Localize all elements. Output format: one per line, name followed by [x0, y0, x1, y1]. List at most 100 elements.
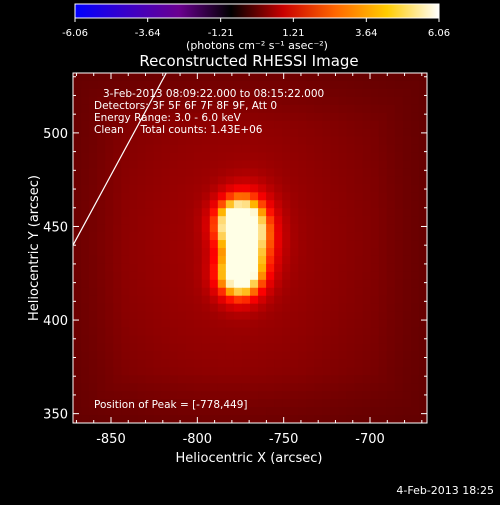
heatmap-pixel [225, 303, 235, 313]
heatmap-pixel [105, 136, 114, 146]
heatmap-pixel [121, 96, 130, 106]
heatmap-pixel [394, 120, 404, 130]
heatmap-pixel [225, 88, 235, 98]
heatmap-pixel [354, 144, 364, 154]
heatmap-pixel [193, 311, 203, 321]
heatmap-pixel [217, 263, 227, 273]
heatmap-pixel [193, 208, 203, 217]
heatmap-pixel [346, 375, 356, 384]
heatmap-pixel [209, 263, 219, 273]
heatmap-pixel [129, 335, 138, 345]
heatmap-pixel [370, 367, 380, 376]
heatmap-pixel [225, 263, 235, 273]
heatmap-pixel [105, 104, 114, 114]
heatmap-pixel [89, 287, 98, 297]
heatmap-pixel [185, 216, 195, 225]
heatmap-pixel [233, 224, 243, 233]
heatmap-pixel [322, 192, 332, 201]
heatmap-pixel [177, 351, 187, 360]
heatmap-pixel [402, 327, 412, 337]
heatmap-pixel [370, 104, 380, 114]
heatmap-pixel [121, 335, 130, 345]
heatmap-pixel [338, 263, 348, 273]
heatmap-pixel [217, 311, 227, 321]
heatmap-pixel [137, 128, 147, 138]
heatmap-pixel [233, 128, 243, 138]
heatmap-pixel [177, 327, 187, 337]
heatmap-pixel [241, 184, 251, 193]
heatmap-pixel [105, 200, 114, 209]
heatmap-pixel [322, 343, 332, 352]
heatmap-pixel [282, 96, 291, 106]
heatmap-pixel [314, 200, 324, 209]
heatmap-pixel [258, 407, 267, 416]
heatmap-pixel [338, 120, 348, 130]
heatmap-pixel [217, 383, 227, 392]
colorbar-unit-label: (photons cm⁻² s⁻¹ asec⁻²) [186, 39, 328, 52]
heatmap-pixel [233, 287, 243, 297]
heatmap-pixel [241, 311, 251, 321]
heatmap-pixel [386, 208, 396, 217]
heatmap-pixel [225, 271, 235, 281]
heatmap-pixel [241, 263, 251, 273]
heatmap-pixel [217, 80, 227, 90]
heatmap-pixel [137, 319, 147, 329]
heatmap-pixel [73, 160, 82, 170]
heatmap-pixel [89, 192, 98, 201]
heatmap-pixel [338, 295, 348, 305]
heatmap-pixel [282, 391, 291, 400]
heatmap-pixel [73, 152, 82, 162]
heatmap-pixel [81, 184, 90, 193]
heatmap-pixel [362, 192, 372, 201]
heatmap-pixel [209, 128, 219, 138]
heatmap-pixel [105, 375, 114, 384]
heatmap-pixel [177, 88, 187, 98]
heatmap-pixel [113, 104, 122, 114]
heatmap-pixel [241, 176, 251, 185]
heatmap-pixel [282, 224, 291, 233]
heatmap-pixel [193, 327, 203, 337]
heatmap-pixel [378, 351, 388, 360]
heatmap-pixel [298, 287, 307, 297]
heatmap-pixel [274, 295, 283, 305]
heatmap-pixel [241, 375, 251, 384]
heatmap-pixel [354, 287, 364, 297]
heatmap-pixel [113, 200, 122, 209]
heatmap-pixel [322, 160, 332, 170]
heatmap-pixel [394, 208, 404, 217]
heatmap-pixel [129, 407, 138, 416]
heatmap-pixel [410, 88, 420, 98]
heatmap-pixel [314, 120, 324, 130]
heatmap-pixel [378, 192, 388, 201]
heatmap-pixel [113, 415, 122, 423]
heatmap-pixel [105, 255, 114, 265]
heatmap-pixel [362, 263, 372, 273]
heatmap-pixel [418, 303, 427, 313]
heatmap-pixel [386, 200, 396, 209]
heatmap-pixel [386, 343, 396, 352]
heatmap-pixel [177, 160, 187, 170]
heatmap-pixel [266, 335, 275, 345]
heatmap-pixel [290, 176, 299, 185]
heatmap-pixel [306, 375, 315, 384]
heatmap-pixel [370, 311, 380, 321]
heatmap-pixel [113, 80, 122, 90]
heatmap-pixel [193, 263, 203, 273]
heatmap-pixel [97, 343, 106, 352]
heatmap-pixel [298, 128, 307, 138]
heatmap-pixel [105, 279, 114, 289]
heatmap-pixel [225, 255, 235, 265]
heatmap-pixel [274, 407, 283, 416]
x-tick-label: -700 [355, 432, 385, 447]
heatmap-pixel [298, 367, 307, 376]
heatmap-pixel [274, 255, 283, 265]
heatmap-pixel [233, 303, 243, 313]
heatmap-pixel [250, 136, 259, 146]
heatmap-pixel [402, 303, 412, 313]
heatmap-pixel [378, 279, 388, 289]
heatmap-pixel [153, 216, 163, 225]
heatmap-pixel [145, 391, 155, 400]
heatmap-pixel [225, 287, 235, 297]
heatmap-pixel [306, 335, 315, 345]
heatmap-pixel [105, 248, 114, 257]
